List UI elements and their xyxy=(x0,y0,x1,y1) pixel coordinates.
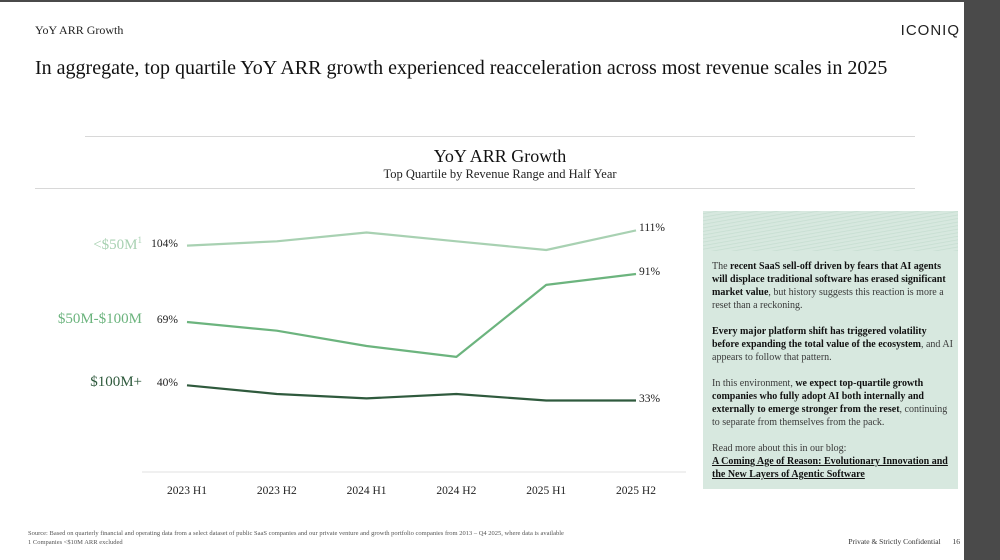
x-tick-label: 2025 H1 xyxy=(526,485,567,497)
series-line-1 xyxy=(186,272,637,358)
callout-paragraph: Every major platform shift has triggered… xyxy=(712,325,954,364)
page-number: 16 xyxy=(952,537,961,546)
line-chart xyxy=(142,229,686,473)
footnote-marker: 1 xyxy=(137,234,143,245)
series-name: <$50M xyxy=(93,236,138,253)
end-value-label: 91% xyxy=(639,266,661,278)
commentary-callout: The recent SaaS sell-off driven by fears… xyxy=(703,211,958,489)
footer-right: Private & Strictly Confidential 16 xyxy=(838,537,960,546)
callout-paragraph: In this environment, we expect top-quart… xyxy=(712,377,954,429)
series-label: $100M+ xyxy=(2,374,142,391)
section-label: YoY ARR Growth xyxy=(35,23,124,37)
callout-emphasis: Every major platform shift has triggered… xyxy=(712,326,927,350)
x-tick-label: 2024 H1 xyxy=(346,485,387,497)
callout-paragraph: The recent SaaS sell-off driven by fears… xyxy=(712,260,954,312)
blog-intro: Read more about this in our blog: xyxy=(712,443,847,454)
chart-top-divider xyxy=(85,136,915,137)
callout-text: , and AI appears to follow that pattern. xyxy=(712,339,953,363)
chart-title: YoY ARR Growth xyxy=(433,146,567,166)
callout-body: The recent SaaS sell-off driven by fears… xyxy=(712,260,954,481)
footnote: Source: Based on quarterly financial and… xyxy=(28,529,564,547)
start-value-label: 69% xyxy=(156,314,178,326)
chart-subtitle: Top Quartile by Revenue Range and Half Y… xyxy=(383,167,617,181)
series-label: <$50M1 xyxy=(2,235,142,254)
end-value-label: 111% xyxy=(639,222,665,235)
callout-text: , but history suggests this reaction is … xyxy=(712,287,944,311)
start-value-label: 40% xyxy=(156,377,178,390)
start-value-label: 104% xyxy=(151,237,178,250)
confidentiality-label: Private & Strictly Confidential xyxy=(848,537,941,546)
callout-text: The xyxy=(712,261,731,272)
series-name: $100M+ xyxy=(90,374,142,391)
callout-emphasis: recent SaaS sell-off driven by fears tha… xyxy=(712,261,946,298)
series-label: $50M-$100M xyxy=(2,311,142,328)
blog-link[interactable]: A Coming Age of Reason: Evolutionary Inn… xyxy=(712,456,948,480)
series-name: $50M-$100M xyxy=(57,311,142,327)
end-value-label: 33% xyxy=(639,392,661,405)
iconiq-logo: ICONIQ xyxy=(900,22,960,39)
series-line-2 xyxy=(186,384,636,402)
slide: YoY ARR Growth ICONIQ In aggregate, top … xyxy=(0,2,964,560)
callout-text: In this environment, xyxy=(712,378,796,389)
callout-emphasis: we expect top-quartile growth companies … xyxy=(712,378,924,415)
x-tick-label: 2023 H1 xyxy=(167,485,207,497)
x-tick-label: 2024 H2 xyxy=(436,485,477,497)
x-tick-label: 2025 H2 xyxy=(616,485,656,497)
chart-header-divider xyxy=(35,188,915,189)
exclusion-note: 1 Companies <$10M ARR excluded xyxy=(28,539,123,546)
callout-hatch-pattern xyxy=(703,211,958,251)
source-note: Source: Based on quarterly financial and… xyxy=(28,530,564,537)
series-line-0 xyxy=(186,229,637,252)
page-headline: In aggregate, top quartile YoY ARR growt… xyxy=(35,57,888,79)
x-tick-label: 2023 H2 xyxy=(256,485,297,497)
callout-blog: Read more about this in our blog: A Comi… xyxy=(712,442,954,481)
callout-text: , continuing to separate from themselves… xyxy=(712,404,948,428)
